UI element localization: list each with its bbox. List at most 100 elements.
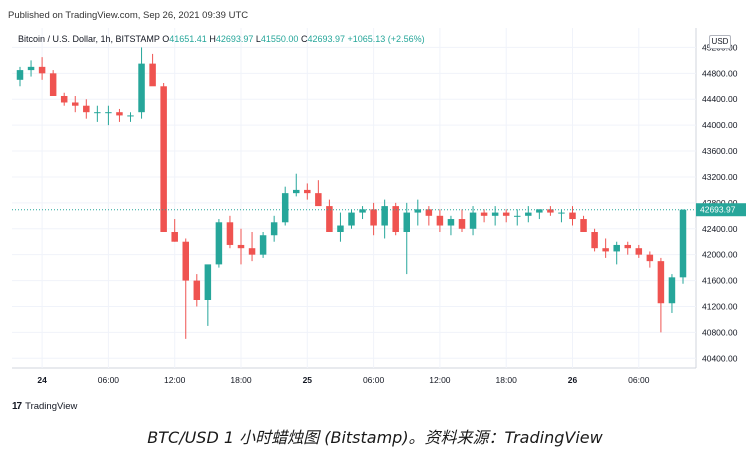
y-tick-label: 44800.00 — [702, 68, 738, 78]
y-tick-label: 42400.00 — [702, 224, 738, 234]
candle-body — [94, 112, 101, 114]
x-tick-label: 12:00 — [429, 375, 451, 385]
price-chart[interactable]: 40400.00 40800.00 41200.00 41600.00 42000.00… — [12, 28, 750, 394]
candle-body — [215, 222, 223, 265]
y-tick-label: 44000.00 — [702, 120, 738, 130]
candle-body — [38, 66, 46, 74]
candle-body — [646, 254, 654, 262]
x-tick-label: 25 — [303, 375, 313, 385]
candle-body — [193, 280, 201, 300]
published-line: Published on TradingView.com, Sep 26, 20… — [8, 10, 249, 21]
candle-body — [613, 244, 620, 252]
candle-body — [525, 212, 532, 216]
y-tick-label: 42800.00 — [702, 198, 738, 208]
candle-body — [536, 209, 543, 213]
close-value: 42693.97 — [307, 34, 345, 44]
candle-body — [403, 212, 410, 232]
candle-body — [281, 193, 289, 223]
candle-body — [381, 206, 388, 226]
candle-body — [635, 248, 643, 255]
candle-body — [425, 209, 433, 216]
x-tick-label: 18:00 — [230, 375, 252, 385]
candle-body — [657, 261, 665, 304]
x-tick-label: 26 — [568, 375, 578, 385]
candle-body — [480, 212, 488, 216]
candle-body — [293, 189, 300, 194]
y-tick-label: 43200.00 — [702, 172, 738, 182]
candle-body — [370, 209, 377, 226]
ohlc-legend: Bitcoin / U.S. Dollar, 1h, BITSTAMP O416… — [18, 34, 425, 44]
candle-body — [668, 277, 676, 304]
candle-body — [259, 235, 267, 255]
last-price-tag — [696, 203, 746, 217]
candle-body — [679, 209, 687, 278]
candle-body — [569, 212, 576, 220]
currency-badge[interactable]: USD — [709, 35, 731, 49]
candle-body — [392, 206, 399, 232]
candle-body — [27, 66, 35, 71]
candle-body — [502, 212, 510, 216]
candle-body — [270, 222, 278, 236]
candle-body — [116, 112, 123, 116]
candle-body — [182, 241, 189, 281]
candle-body — [491, 212, 499, 216]
y-tick-label: 43600.00 — [702, 146, 738, 156]
symbol-name: Bitcoin / U.S. Dollar, 1h, BITSTAMP — [18, 34, 160, 44]
candle-body — [16, 70, 24, 80]
candle-body — [138, 63, 145, 113]
candle-body — [558, 212, 565, 214]
y-tick-label: 40800.00 — [702, 327, 738, 337]
candle-body — [237, 244, 245, 249]
y-tick-label: 41600.00 — [702, 276, 738, 286]
candle-body — [458, 219, 466, 229]
candle-body — [49, 73, 57, 96]
candle-body — [105, 112, 112, 114]
candle-body — [226, 222, 234, 245]
candle-body — [72, 102, 79, 106]
candle-body — [447, 219, 455, 226]
y-tick-label: 40400.00 — [702, 353, 738, 363]
tradingview-logo[interactable]: 17 TradingView — [12, 401, 77, 412]
high-key: H — [209, 34, 216, 44]
x-tick-label: 18:00 — [496, 375, 518, 385]
figure-caption: BTC/USD 1 小时蜡烛图 (Bitstamp)。资料来源：TradingV… — [147, 428, 603, 447]
candle-body — [514, 215, 521, 217]
change-value: +1065.13 (+2.56%) — [347, 34, 425, 44]
candle-body — [469, 212, 477, 229]
candle-body — [591, 232, 598, 249]
candle-body — [83, 105, 90, 113]
x-tick-label: 06:00 — [98, 375, 120, 385]
tv-logo-icon: 17 — [12, 401, 22, 412]
y-tick-label: 44400.00 — [702, 94, 738, 104]
y-tick-label: 41200.00 — [702, 301, 738, 311]
close-key: C — [300, 34, 308, 44]
candle-body — [160, 86, 167, 233]
candle-body — [326, 206, 333, 232]
high-value: 42693.97 — [215, 34, 254, 44]
candle-body — [127, 115, 134, 117]
candle-body — [359, 209, 366, 213]
candle-body — [624, 244, 631, 249]
tv-logo-text: TradingView — [25, 401, 78, 412]
candle-body — [149, 63, 156, 87]
candle-body — [171, 232, 178, 242]
candle-body — [436, 215, 444, 226]
candle-body — [602, 248, 609, 252]
candle-body — [414, 209, 422, 213]
x-tick-label: 24 — [37, 375, 47, 385]
candle-body — [60, 96, 68, 103]
candle-body — [337, 225, 344, 232]
last-price-label: 42693.97 — [700, 205, 736, 215]
open-key: O — [162, 34, 170, 44]
x-tick-label: 06:00 — [628, 375, 650, 385]
candle-body — [580, 219, 587, 232]
candle-body — [304, 189, 311, 194]
x-tick-label: 12:00 — [164, 375, 186, 385]
low-key: L — [255, 34, 261, 44]
candle-body — [348, 212, 355, 226]
candlestick-chart[interactable]: 40400.00 40800.00 41200.00 41600.00 42000.00… — [12, 28, 750, 394]
candle-body — [204, 264, 212, 300]
open-value: 41651.41 — [169, 34, 207, 44]
low-value: 41550.00 — [260, 34, 299, 44]
candle-body — [248, 248, 256, 255]
